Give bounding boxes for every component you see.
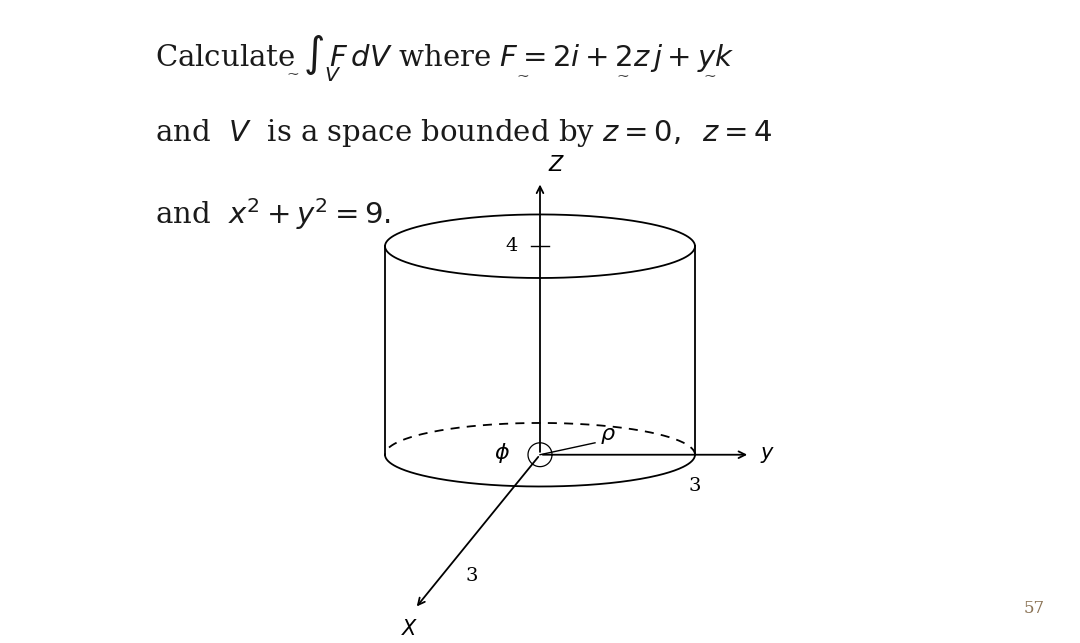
Text: $X$: $X$ — [401, 619, 419, 638]
Text: 4: 4 — [505, 237, 518, 255]
Text: ~: ~ — [286, 69, 299, 82]
Text: Calculate $\int_V\!\! \mathit{F}\,dV$ where $\mathit{F} = 2\mathit{i} + 2\mathit: Calculate $\int_V\!\! \mathit{F}\,dV$ wh… — [156, 33, 734, 84]
Text: 3: 3 — [465, 567, 478, 585]
Text: 3: 3 — [689, 476, 701, 494]
Text: $\phi$: $\phi$ — [494, 440, 510, 465]
Text: ~: ~ — [516, 71, 529, 84]
Text: $Z$: $Z$ — [548, 155, 565, 175]
Text: and  $V$  is a space bounded by $\mathit{z} = 0,\;\; \mathit{z} = 4$: and $V$ is a space bounded by $\mathit{z… — [156, 117, 772, 149]
Text: ~: ~ — [704, 71, 716, 84]
Text: 57: 57 — [1024, 599, 1045, 617]
Text: $\rho$: $\rho$ — [600, 424, 616, 446]
Text: and  $\mathit{x}^2 + \mathit{y}^2 = 9.$: and $\mathit{x}^2 + \mathit{y}^2 = 9.$ — [156, 197, 391, 233]
Text: ~: ~ — [617, 71, 630, 84]
Text: $y$: $y$ — [760, 445, 775, 465]
